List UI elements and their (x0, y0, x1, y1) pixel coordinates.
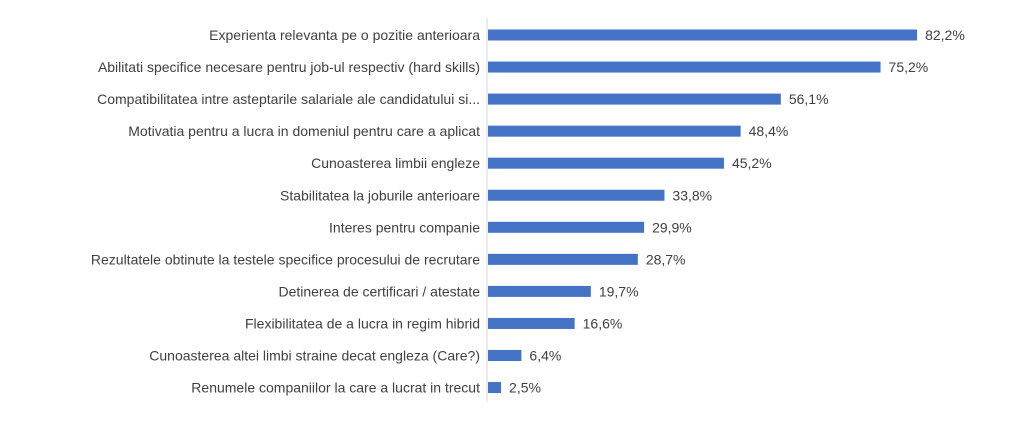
category-label: Stabilitatea la joburile anterioare (280, 187, 480, 203)
category-label: Experienta relevanta pe o pozitie anteri… (209, 27, 480, 43)
bar (488, 29, 918, 41)
category-label: Motivatia pentru a lucra in domeniul pen… (128, 123, 480, 139)
value-label: 82,2% (925, 27, 965, 43)
category-label: Cunoasterea limbii engleze (311, 155, 480, 171)
category-label: Compatibilitatea intre asteptarile salar… (97, 91, 480, 107)
category-label: Flexibilitatea de a lucra in regim hibri… (245, 315, 480, 331)
bar (488, 317, 575, 329)
bar-row: Flexibilitatea de a lucra in regim hibri… (245, 315, 622, 331)
value-label: 29,9% (652, 219, 692, 235)
value-label: 19,7% (599, 283, 639, 299)
bar-row: Cunoasterea limbii engleze 45,2% (311, 155, 772, 171)
bar-row: Rezultatele obtinute la testele specific… (91, 251, 686, 267)
category-label: Abilitati specifice necesare pentru job-… (98, 59, 480, 75)
value-label: 2,5% (509, 380, 541, 396)
bar (488, 125, 741, 137)
category-label: Cunoasterea altei limbi straine decat en… (149, 348, 480, 364)
bar (488, 61, 881, 73)
category-label: Detinerea de certificari / atestate (278, 283, 480, 299)
value-label: 33,8% (672, 187, 712, 203)
bar-row: Renumele companiilor la care a lucrat in… (191, 380, 541, 396)
bar-row: Experienta relevanta pe o pozitie anteri… (209, 27, 965, 43)
bar (488, 189, 665, 201)
value-label: 45,2% (732, 155, 772, 171)
value-label: 28,7% (646, 251, 686, 267)
value-label: 48,4% (749, 123, 789, 139)
category-label: Interes pentru companie (329, 219, 480, 235)
bar (488, 382, 502, 394)
bar-row: Interes pentru companie 29,9% (329, 219, 692, 235)
bar-row: Abilitati specifice necesare pentru job-… (98, 59, 928, 75)
bar (488, 221, 645, 233)
bar-row: Motivatia pentru a lucra in domeniul pen… (128, 123, 788, 139)
value-label: 16,6% (583, 315, 623, 331)
bar-row: Cunoasterea altei limbi straine decat en… (149, 348, 561, 364)
value-label: 6,4% (529, 348, 561, 364)
value-label: 75,2% (889, 59, 929, 75)
bar (488, 285, 591, 297)
bar-row: Compatibilitatea intre asteptarile salar… (97, 91, 828, 107)
bars-group: Experienta relevanta pe o pozitie anteri… (91, 27, 965, 396)
category-label: Renumele companiilor la care a lucrat in… (191, 380, 480, 396)
value-label: 56,1% (789, 91, 829, 107)
bar (488, 253, 638, 265)
bar-row: Detinerea de certificari / atestate 19,7% (278, 283, 638, 299)
category-label: Rezultatele obtinute la testele specific… (91, 251, 480, 267)
bar (488, 350, 522, 361)
bar-row: Stabilitatea la joburile anterioare 33,8% (280, 187, 712, 203)
bar (488, 157, 724, 169)
bar (488, 93, 781, 105)
